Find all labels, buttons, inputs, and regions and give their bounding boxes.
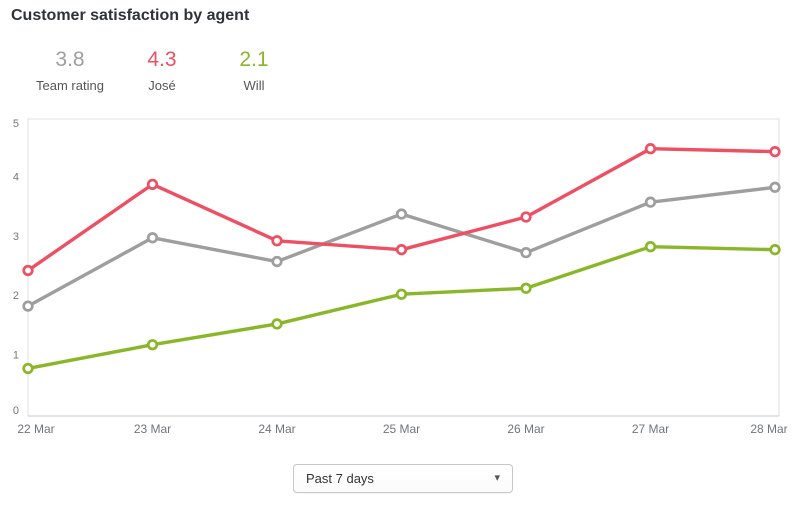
y-axis-tick-label: 0 (13, 405, 19, 417)
stat-value-jose: 4.3 (147, 48, 177, 71)
data-point-marker-0-0[interactable] (22, 300, 34, 312)
data-point-marker-1-2[interactable] (271, 235, 283, 247)
x-axis-tick-label: 27 Mar (632, 422, 669, 436)
data-point-marker-1-5[interactable] (644, 143, 657, 155)
y-axis-tick-label: 3 (13, 231, 19, 243)
summary-stats-row: 3.8 Team rating 4.3 José 2.1 Will (24, 48, 300, 94)
x-axis-tick-label: 28 Mar (750, 422, 787, 436)
data-point-marker-2-3[interactable] (395, 288, 408, 300)
data-point-marker-1-3[interactable] (395, 244, 408, 256)
stat-label-jose: José (148, 78, 176, 93)
data-point-marker-2-4[interactable] (520, 282, 532, 294)
data-point-marker-1-0[interactable] (22, 264, 34, 277)
data-point-marker-0-1[interactable] (146, 232, 159, 244)
page-title: Customer satisfaction by agent (11, 7, 250, 24)
data-point-marker-0-4[interactable] (520, 246, 532, 259)
stat-team-rating: 3.8 Team rating (24, 48, 116, 94)
x-axis-tick-label: 25 Mar (383, 422, 420, 436)
data-point-marker-2-5[interactable] (644, 241, 657, 253)
x-axis-tick-label: 23 Mar (134, 422, 171, 436)
stat-will: 2.1 Will (208, 48, 300, 94)
x-axis-tick-label: 24 Mar (258, 422, 295, 436)
x-axis-tick-label: 22 Mar (17, 422, 54, 436)
stat-label-will: Will (243, 78, 265, 93)
x-axis-tick-label: 26 Mar (507, 422, 544, 436)
data-point-marker-1-6[interactable] (769, 146, 781, 158)
date-range-selected-value: Past 7 days (306, 471, 374, 486)
data-point-marker-2-1[interactable] (146, 339, 159, 351)
stat-value-team-rating: 3.8 (55, 48, 85, 71)
series-line-2 (26, 245, 777, 371)
stat-jose: 4.3 José (116, 48, 208, 94)
data-point-marker-1-1[interactable] (146, 178, 159, 190)
data-point-marker-2-6[interactable] (769, 244, 781, 256)
data-point-marker-2-2[interactable] (271, 318, 283, 330)
data-point-marker-0-6[interactable] (769, 181, 781, 193)
y-axis-tick-label: 2 (13, 290, 19, 302)
chart-plot-border (27, 118, 780, 417)
data-point-marker-0-5[interactable] (644, 196, 657, 208)
stat-label-team-rating: Team rating (36, 78, 104, 93)
y-axis-tick-label: 5 (13, 118, 19, 130)
data-point-marker-0-3[interactable] (395, 208, 408, 220)
stat-value-will: 2.1 (239, 48, 269, 71)
date-range-select[interactable]: Past 7 days ▾ (293, 464, 513, 493)
y-axis-tick-label: 1 (13, 350, 19, 362)
data-point-marker-2-0[interactable] (22, 362, 34, 375)
satisfaction-line-chart: 0 1 2 3 4 5 22 Mar 23 Mar 24 Mar 25 Mar 26 Mar 27 M… (13, 118, 788, 436)
chevron-down-icon: ▾ (494, 472, 500, 484)
data-point-marker-1-4[interactable] (520, 211, 532, 223)
y-axis-tick-label: 4 (13, 171, 19, 183)
data-point-marker-0-2[interactable] (271, 255, 283, 268)
